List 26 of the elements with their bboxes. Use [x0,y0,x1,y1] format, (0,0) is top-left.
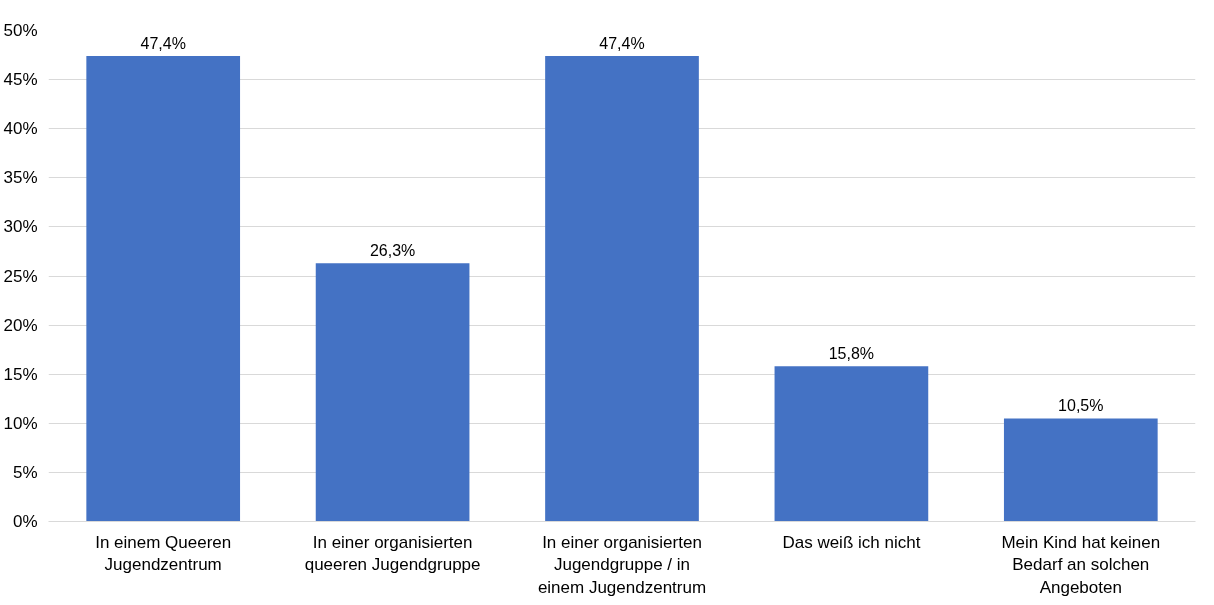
y-tick-label: 35% [3,168,38,188]
data-label: 10,5% [1058,397,1104,415]
y-tick-label: 30% [3,217,38,237]
x-tick-label: In einer organisierten queeren Jugendgruppe [304,532,481,575]
y-tick-label: 20% [3,315,38,335]
data-label: 15,8% [828,345,875,363]
bar [86,56,241,522]
y-tick-label: 45% [3,70,38,90]
x-tick-label: Das weiß ich nicht [782,532,921,552]
x-tick-label: In einer organisierten Jugendgruppe / in einem Jugendzentrum [537,532,707,598]
bar [774,366,929,522]
y-tick-label: 0% [12,512,38,531]
bar [545,56,699,522]
y-tick-label: 50% [3,21,38,40]
y-tick-label: 15% [3,364,38,384]
y-tick-label: 40% [3,119,38,139]
data-label: 47,4% [599,35,645,53]
y-tick-label: 5% [12,462,38,482]
data-label: 47,4% [140,35,186,53]
data-label: 26,3% [369,242,416,260]
y-tick-label: 25% [3,266,38,286]
x-tick-label: In einem Queeren Jugendzentrum [95,532,232,575]
bar [315,263,470,522]
x-tick-label: Mein Kind hat keinen Bedarf an solchen Angeboten [1001,532,1161,598]
y-tick-label: 10% [3,413,38,433]
bar [1003,418,1158,522]
